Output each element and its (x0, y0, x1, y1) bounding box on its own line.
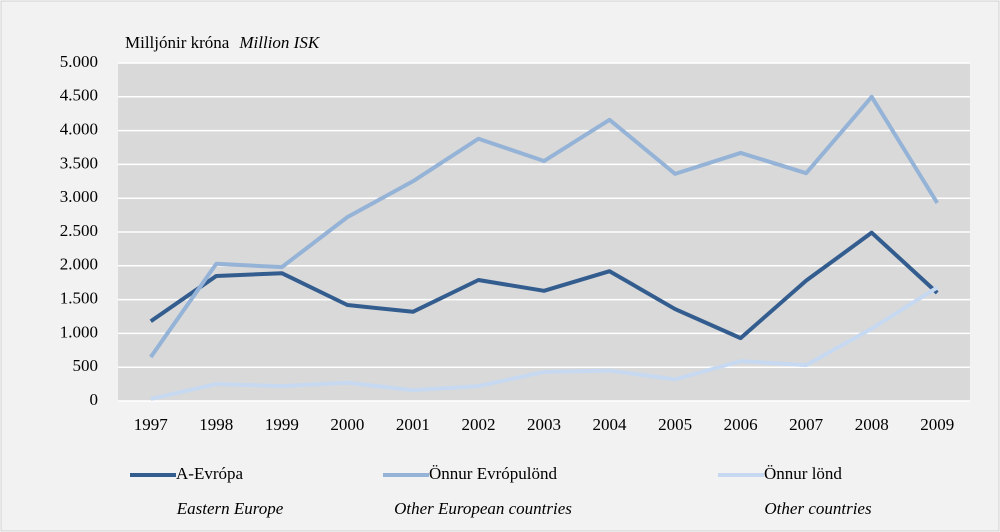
y-tick-label: 0 (90, 390, 99, 409)
x-tick-label: 2002 (461, 415, 495, 434)
x-tick-label: 1997 (134, 415, 169, 434)
y-tick-label: 2.000 (60, 255, 98, 274)
x-tick-label: 2007 (789, 415, 824, 434)
legend-label-en: Eastern Europe (176, 499, 284, 518)
x-tick-label: 2001 (396, 415, 430, 434)
x-tick-label: 2004 (593, 415, 628, 434)
x-tick-label: 1998 (199, 415, 233, 434)
legend-label-en: Other European countries (394, 499, 572, 518)
y-tick-label: 4.000 (60, 120, 98, 139)
x-tick-label: 2000 (330, 415, 364, 434)
y-tick-label: 500 (73, 356, 99, 375)
legend-label: Önnur Evrópulönd (429, 464, 557, 483)
x-tick-label: 2005 (658, 415, 692, 434)
y-tick-label: 4.500 (60, 86, 98, 105)
x-tick-label: 2006 (724, 415, 758, 434)
x-tick-label: 2009 (920, 415, 954, 434)
x-tick-label: 1999 (265, 415, 299, 434)
series-line (149, 94, 939, 359)
legend-label-en: Other countries (764, 499, 872, 518)
y-tick-label: 2.500 (60, 221, 98, 240)
legend-label: A-Evrópa (176, 464, 243, 483)
y-tick-label: 3.000 (60, 187, 98, 206)
y-tick-label: 1.500 (60, 289, 98, 308)
series-line (149, 230, 939, 341)
series-line (150, 285, 939, 401)
x-tick-label: 2003 (527, 415, 561, 434)
axis-title-en: Million ISK (238, 33, 320, 52)
axis-title-is: Milljónir króna (125, 33, 230, 52)
y-tick-label: 1.000 (60, 322, 98, 341)
x-tick-label: 2008 (855, 415, 889, 434)
y-tick-label: 5.000 (60, 52, 98, 71)
legend-label: Önnur lönd (764, 464, 842, 483)
y-tick-label: 3.500 (60, 153, 98, 172)
axis-title: Milljónir króna Million ISK (125, 33, 321, 52)
